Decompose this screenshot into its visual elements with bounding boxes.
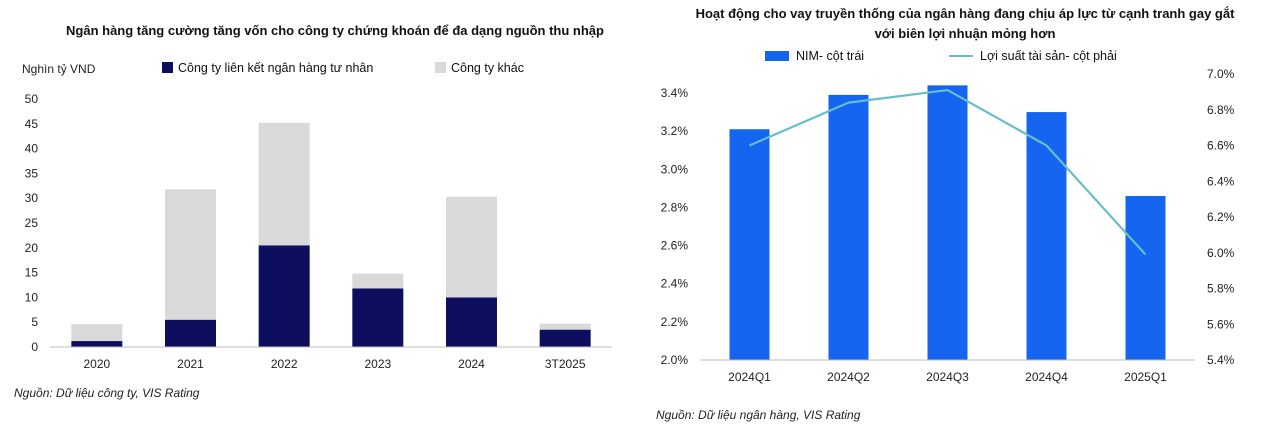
- chart2-left-y-axis: 2.0% 2.2% 2.4% 2.6% 2.8% 3.0% 3.2% 3.4%: [661, 86, 689, 367]
- chart1-x-tick-3t2025: 3T2025: [545, 357, 586, 371]
- chart2-x-tick-2025q1: 2025Q1: [1124, 370, 1167, 384]
- chart1-y-tick-35: 35: [25, 166, 39, 180]
- chart-capital-securities: Ngân hàng tăng cường tăng vốn cho công t…: [14, 23, 612, 400]
- chart1-y-tick-5: 5: [31, 315, 38, 329]
- chart2-right-tick-6-4: 6.4%: [1207, 174, 1235, 188]
- chart1-bar-private-bank-affiliates-2023: [352, 288, 404, 347]
- chart1-x-tick-2023: 2023: [364, 357, 391, 371]
- chart2-right-tick-5-4: 5.4%: [1207, 353, 1235, 367]
- chart1-bar-private-bank-affiliates-3t2025: [539, 329, 591, 347]
- chart1-x-tick-2024: 2024: [458, 357, 485, 371]
- chart2-right-tick-6-8: 6.8%: [1207, 103, 1235, 117]
- chart1-bar-other-companies-2023: [352, 273, 404, 289]
- chart2-left-tick-2-0: 2.0%: [661, 353, 689, 367]
- chart1-y-axis-label: Nghìn tỷ VND: [22, 62, 96, 76]
- chart2-left-tick-2-6: 2.6%: [661, 239, 689, 253]
- chart2-x-axis: 2024Q1 2024Q2 2024Q3 2024Q4 2025Q1: [728, 370, 1167, 384]
- chart1-y-tick-10: 10: [25, 290, 39, 304]
- chart1-bar-private-bank-affiliates-2022: [258, 245, 310, 347]
- chart1-bar-other-companies-2021: [165, 189, 216, 320]
- chart2-right-tick-5-6: 5.6%: [1207, 317, 1235, 331]
- chart1-bar-private-bank-affiliates-2021: [165, 319, 216, 347]
- chart2-x-tick-2024q4: 2024Q4: [1025, 370, 1068, 384]
- chart1-source: Nguồn: Dữ liệu công ty, VIS Rating: [14, 386, 200, 400]
- chart2-right-tick-6-6: 6.6%: [1207, 139, 1235, 153]
- chart2-x-tick-2024q1: 2024Q1: [728, 370, 771, 384]
- chart1-title: Ngân hàng tăng cường tăng vốn cho công t…: [66, 23, 604, 38]
- chart2-right-y-axis: 5.4% 5.6% 5.8% 6.0% 6.2% 6.4% 6.6% 6.8% 7.0%: [1207, 67, 1235, 367]
- chart2-bar-nim-2024q3: [927, 85, 968, 360]
- legend-swatch-private-bank-affiliates: [162, 62, 173, 73]
- legend-label-nim: NIM- cột trái: [796, 49, 864, 63]
- chart1-bar-private-bank-affiliates-2020: [71, 341, 123, 347]
- chart1-x-tick-2021: 2021: [177, 357, 204, 371]
- legend-label-private-bank-affiliates: Công ty liên kết ngân hàng tư nhân: [178, 61, 373, 75]
- chart2-right-tick-6-0: 6.0%: [1207, 246, 1235, 260]
- chart1-bar-other-companies-3t2025: [539, 323, 591, 330]
- chart1-bar-other-companies-2020: [71, 324, 123, 342]
- chart1-y-tick-50: 50: [25, 92, 39, 106]
- chart2-line-asset-yield: [749, 88, 1147, 256]
- chart2-left-tick-3-4: 3.4%: [661, 86, 689, 100]
- chart2-bars: [729, 85, 1166, 361]
- chart2-left-tick-2-8: 2.8%: [661, 200, 689, 214]
- chart2-bar-nim-2025q1: [1125, 195, 1166, 360]
- chart2-left-tick-2-4: 2.4%: [661, 277, 689, 291]
- chart2-right-tick-5-8: 5.8%: [1207, 282, 1235, 296]
- chart1-y-tick-25: 25: [25, 216, 39, 230]
- legend-swatch-other-companies: [435, 62, 446, 73]
- chart2-bar-nim-2024q4: [1026, 112, 1067, 360]
- chart2-title-line2: với biên lợi nhuận mỏng hơn: [875, 26, 1056, 41]
- legend-label-other-companies: Công ty khác: [451, 61, 524, 75]
- chart2-left-tick-2-2: 2.2%: [661, 315, 689, 329]
- chart2-x-tick-2024q2: 2024Q2: [827, 370, 870, 384]
- chart1-x-tick-2022: 2022: [271, 357, 298, 371]
- chart2-right-tick-6-2: 6.2%: [1207, 210, 1235, 224]
- chart1-bar-other-companies-2022: [258, 122, 310, 246]
- chart-nim-asset-yield: Hoạt động cho vay truyền thống của ngân …: [656, 6, 1235, 422]
- chart2-line-series: [749, 88, 1147, 256]
- chart1-y-axis: 0 5 10 15 20 25 30 35 40 45 50: [25, 92, 39, 354]
- chart1-bars: [71, 122, 591, 347]
- legend-label-asset-yield: Lợi suất tài sản- cột phải: [980, 49, 1117, 63]
- chart2-source: Nguồn: Dữ liệu ngân hàng, VIS Rating: [656, 408, 861, 422]
- chart2-bar-nim-2024q2: [828, 94, 869, 361]
- chart1-x-tick-2020: 2020: [83, 357, 110, 371]
- chart1-y-tick-15: 15: [25, 266, 39, 280]
- chart2-bar-nim-2024q1: [729, 129, 770, 360]
- chart2-left-tick-3-0: 3.0%: [661, 162, 689, 176]
- chart1-bar-private-bank-affiliates-2024: [446, 297, 497, 347]
- legend-swatch-nim: [765, 51, 789, 61]
- chart2-right-tick-7-0: 7.0%: [1207, 67, 1235, 81]
- chart1-y-tick-45: 45: [25, 117, 39, 131]
- chart1-y-tick-30: 30: [25, 191, 39, 205]
- chart1-y-tick-0: 0: [31, 340, 38, 354]
- chart2-left-tick-3-2: 3.2%: [661, 124, 689, 138]
- chart1-x-axis: 2020 2021 2022 2023 2024 3T2025: [83, 357, 585, 371]
- chart1-y-tick-40: 40: [25, 142, 39, 156]
- chart2-title-line1: Hoạt động cho vay truyền thống của ngân …: [696, 6, 1236, 21]
- chart2-x-tick-2024q3: 2024Q3: [926, 370, 969, 384]
- chart1-y-tick-20: 20: [25, 241, 39, 255]
- chart1-bar-other-companies-2024: [446, 196, 497, 298]
